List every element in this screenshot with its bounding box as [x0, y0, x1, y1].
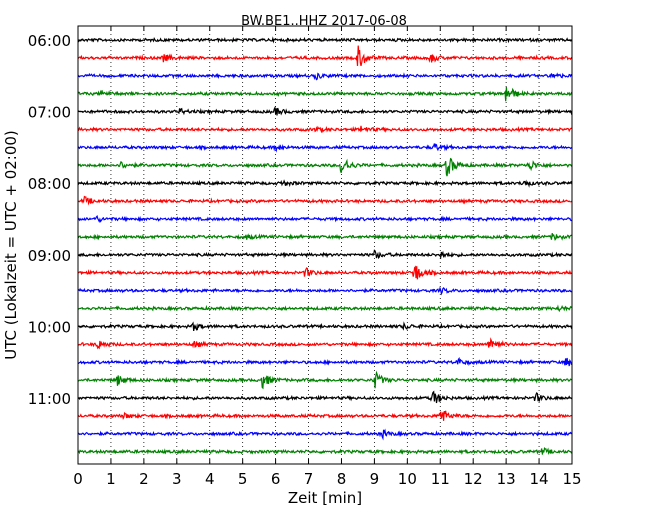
seismic-trace — [77, 214, 573, 223]
y-axis-label: UTC (Lokalzeit = UTC + 02:00) — [2, 130, 20, 360]
x-tick-label: 7 — [304, 470, 314, 488]
y-tick-label: 11:00 — [28, 390, 71, 408]
x-tick-label: 14 — [530, 470, 549, 488]
seismic-trace — [77, 36, 573, 44]
x-tick-label: 12 — [464, 470, 483, 488]
x-tick-label: 10 — [398, 470, 417, 488]
seismic-trace — [77, 105, 573, 116]
chart-title: BW.BE1..HHZ 2017-06-08 — [241, 14, 407, 29]
seismic-trace — [77, 410, 573, 421]
x-tick-label: 5 — [238, 470, 248, 488]
y-axis-ticks: 06:00 07:00 08:00 09:00 10:00 11:00 — [28, 32, 572, 408]
seismic-trace — [77, 125, 573, 134]
x-tick-label: 0 — [73, 470, 83, 488]
seismic-trace — [77, 447, 573, 455]
seismic-trace — [77, 45, 573, 67]
plot-frame — [77, 25, 573, 465]
x-tick-label: 15 — [562, 470, 581, 488]
y-tick-label: 08:00 — [28, 175, 71, 193]
seismic-trace — [77, 286, 573, 296]
seismic-trace — [77, 321, 573, 331]
seismic-trace — [77, 390, 573, 404]
x-tick-label: 2 — [139, 470, 149, 488]
trace-group — [77, 36, 573, 455]
x-tick-label: 11 — [431, 470, 450, 488]
seismic-trace — [77, 157, 573, 177]
y-tick-label: 09:00 — [28, 247, 71, 265]
x-axis-ticks: 0 1 2 3 4 5 6 7 8 9 10 11 12 13 14 15 — [73, 26, 582, 488]
x-axis-label: Zeit [min] — [288, 489, 362, 507]
x-tick-label: 9 — [370, 470, 380, 488]
y-tick-label: 07:00 — [28, 104, 71, 122]
x-tick-label: 6 — [271, 470, 281, 488]
x-tick-label: 8 — [337, 470, 347, 488]
y-tick-label: 10:00 — [28, 318, 71, 336]
x-tick-label: 4 — [205, 470, 215, 488]
seismic-trace — [77, 72, 573, 81]
seismic-trace — [77, 304, 573, 313]
x-tick-label: 1 — [106, 470, 116, 488]
seismic-trace — [77, 143, 573, 153]
y-tick-label: 06:00 — [28, 32, 71, 50]
seismic-trace — [77, 179, 573, 188]
x-tick-label: 13 — [497, 470, 516, 488]
seismic-trace — [77, 195, 573, 206]
seismic-trace — [77, 357, 573, 367]
seismic-trace — [77, 86, 573, 102]
seismic-trace — [77, 265, 573, 280]
seismic-trace — [77, 337, 573, 350]
seismic-trace — [77, 370, 573, 390]
seismic-trace — [77, 428, 573, 441]
seismic-trace — [77, 233, 573, 241]
seismic-trace — [77, 249, 573, 260]
x-tick-label: 3 — [172, 470, 182, 488]
